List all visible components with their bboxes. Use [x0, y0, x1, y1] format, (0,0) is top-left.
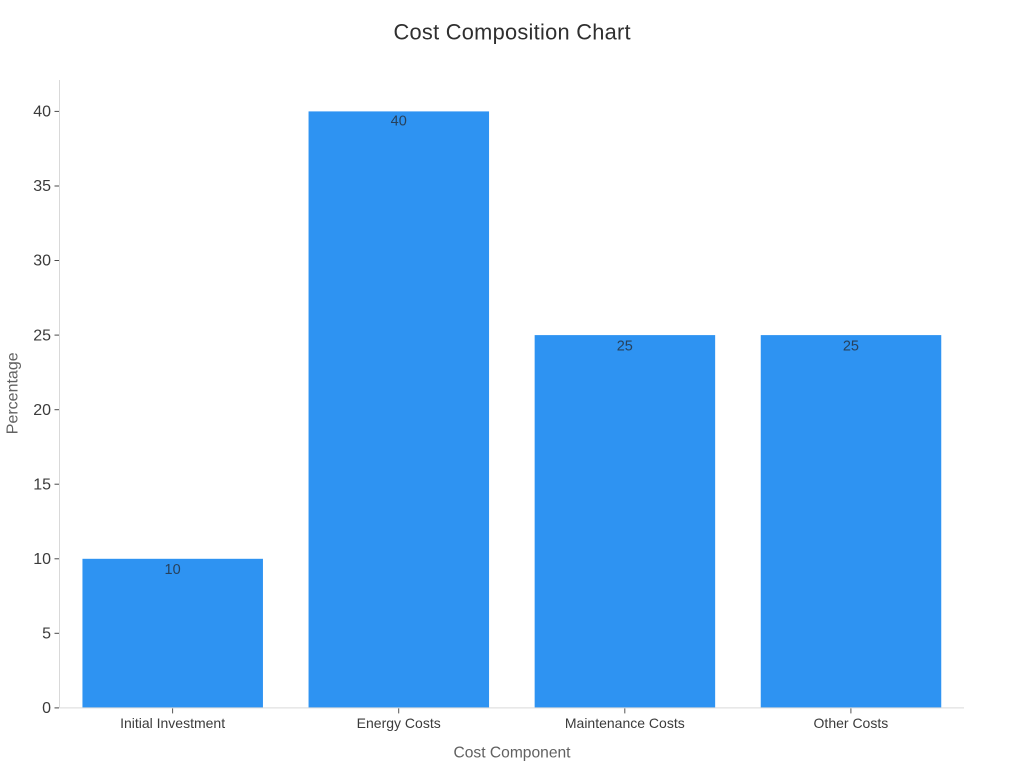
svg-text:0: 0 [42, 700, 51, 717]
svg-text:Percentage: Percentage [5, 352, 22, 434]
svg-text:40: 40 [391, 113, 407, 129]
svg-text:40: 40 [33, 104, 51, 121]
svg-text:Other Costs: Other Costs [814, 715, 889, 731]
svg-text:Initial Investment: Initial Investment [120, 715, 225, 731]
svg-text:10: 10 [165, 562, 181, 578]
svg-text:30: 30 [33, 253, 51, 270]
svg-text:Cost Composition Chart: Cost Composition Chart [394, 20, 631, 45]
svg-text:10: 10 [33, 551, 51, 568]
svg-text:25: 25 [617, 339, 633, 355]
svg-text:15: 15 [33, 476, 51, 493]
svg-text:35: 35 [33, 178, 51, 195]
svg-text:Energy Costs: Energy Costs [357, 715, 441, 731]
svg-text:25: 25 [33, 327, 51, 344]
svg-text:20: 20 [33, 402, 51, 419]
svg-text:5: 5 [42, 626, 51, 643]
svg-text:25: 25 [843, 339, 859, 355]
svg-text:Cost Component: Cost Component [453, 745, 571, 762]
svg-text:Maintenance Costs: Maintenance Costs [565, 715, 685, 731]
